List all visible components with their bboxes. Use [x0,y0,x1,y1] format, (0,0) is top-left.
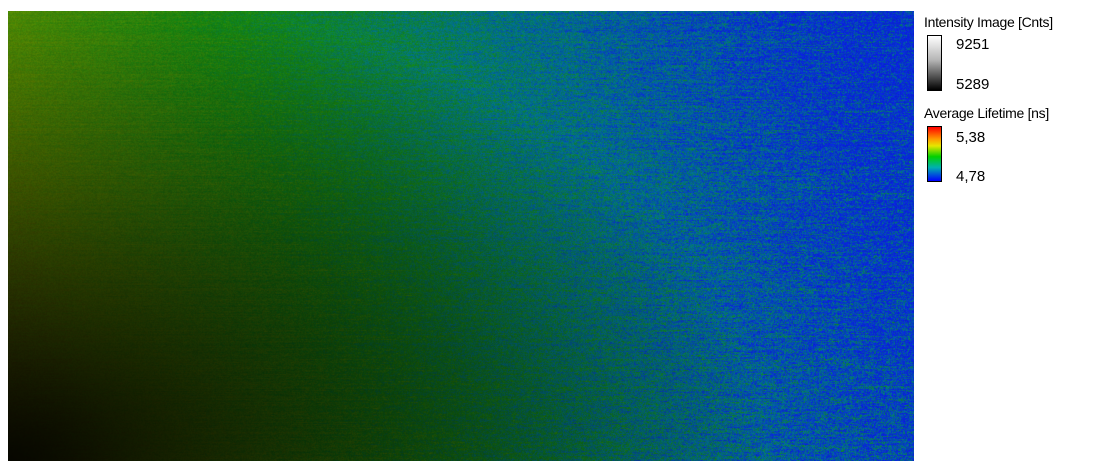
lifetime-max-value: 5,38 [956,129,986,146]
lifetime-min-value: 4,78 [956,168,986,185]
lifetime-intensity-image[interactable] [8,11,914,461]
intensity-legend: Intensity Image [Cnts] 9251 5289 [922,14,1112,104]
intensity-colorbar [927,35,942,91]
intensity-max-value: 9251 [956,36,990,53]
intensity-legend-title: Intensity Image [Cnts] [924,14,1053,30]
lifetime-legend-title: Average Lifetime [ns] [924,105,1049,121]
intensity-min-value: 5289 [956,76,990,93]
lifetime-legend: Average Lifetime [ns] 5,38 4,78 [922,105,1112,195]
lifetime-colorbar [927,126,942,182]
